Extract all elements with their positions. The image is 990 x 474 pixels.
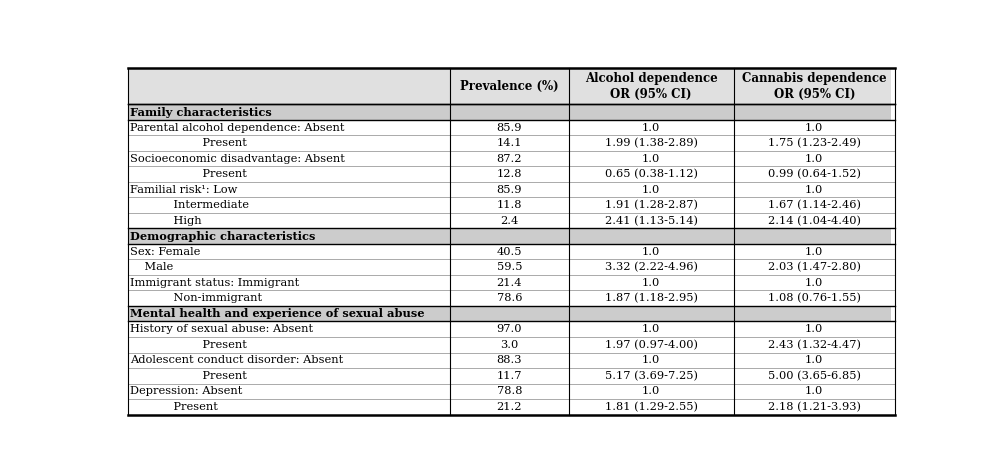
Text: 1.0: 1.0 xyxy=(643,123,660,133)
Text: 1.08 (0.76-1.55): 1.08 (0.76-1.55) xyxy=(768,293,860,303)
Text: 2.41 (1.13-5.14): 2.41 (1.13-5.14) xyxy=(605,216,698,226)
Text: Demographic characteristics: Demographic characteristics xyxy=(130,231,315,242)
Text: 1.0: 1.0 xyxy=(643,324,660,334)
Text: 1.0: 1.0 xyxy=(805,324,824,334)
Text: Present: Present xyxy=(130,169,247,179)
Bar xyxy=(128,306,895,321)
Text: Present: Present xyxy=(130,340,247,350)
Text: Sex: Female: Sex: Female xyxy=(130,246,200,257)
Text: Parental alcohol dependence: Absent: Parental alcohol dependence: Absent xyxy=(130,123,345,133)
Text: Adolescent conduct disorder: Absent: Adolescent conduct disorder: Absent xyxy=(130,356,344,365)
Text: 11.7: 11.7 xyxy=(497,371,522,381)
Text: 2.43 (1.32-4.47): 2.43 (1.32-4.47) xyxy=(768,339,860,350)
Text: 1.0: 1.0 xyxy=(805,154,824,164)
Text: 78.8: 78.8 xyxy=(497,386,522,396)
Text: 59.5: 59.5 xyxy=(497,262,522,272)
Text: Present: Present xyxy=(130,371,247,381)
Text: History of sexual abuse: Absent: History of sexual abuse: Absent xyxy=(130,324,313,334)
Text: 11.8: 11.8 xyxy=(497,200,522,210)
Text: 1.0: 1.0 xyxy=(805,185,824,195)
Text: 1.75 (1.23-2.49): 1.75 (1.23-2.49) xyxy=(768,138,860,148)
Text: 1.0: 1.0 xyxy=(805,123,824,133)
Text: 3.0: 3.0 xyxy=(500,340,519,350)
Text: 1.0: 1.0 xyxy=(805,386,824,396)
Text: 87.2: 87.2 xyxy=(497,154,522,164)
Text: 5.17 (3.69-7.25): 5.17 (3.69-7.25) xyxy=(605,371,698,381)
Text: 1.0: 1.0 xyxy=(643,356,660,365)
Text: High: High xyxy=(130,216,202,226)
Text: Cannabis dependence
OR (95% CI): Cannabis dependence OR (95% CI) xyxy=(742,72,887,100)
Text: 2.03 (1.47-2.80): 2.03 (1.47-2.80) xyxy=(768,262,860,273)
Text: 1.91 (1.28-2.87): 1.91 (1.28-2.87) xyxy=(605,200,698,210)
Text: Male: Male xyxy=(130,262,173,272)
Text: Present: Present xyxy=(130,402,218,412)
Text: 2.4: 2.4 xyxy=(500,216,519,226)
Text: Non-immigrant: Non-immigrant xyxy=(130,293,262,303)
Text: 85.9: 85.9 xyxy=(497,185,522,195)
Text: 97.0: 97.0 xyxy=(497,324,522,334)
Text: 3.32 (2.22-4.96): 3.32 (2.22-4.96) xyxy=(605,262,698,273)
Text: 14.1: 14.1 xyxy=(497,138,522,148)
Text: 1.81 (1.29-2.55): 1.81 (1.29-2.55) xyxy=(605,401,698,412)
Text: 1.0: 1.0 xyxy=(643,154,660,164)
Text: 40.5: 40.5 xyxy=(497,246,522,257)
Text: 1.0: 1.0 xyxy=(643,246,660,257)
Text: Intermediate: Intermediate xyxy=(130,200,248,210)
Bar xyxy=(128,104,895,120)
Text: 21.4: 21.4 xyxy=(497,278,522,288)
Text: 85.9: 85.9 xyxy=(497,123,522,133)
Text: Mental health and experience of sexual abuse: Mental health and experience of sexual a… xyxy=(130,308,425,319)
Bar xyxy=(128,228,895,244)
Text: 12.8: 12.8 xyxy=(497,169,522,179)
Text: Immigrant status: Immigrant: Immigrant status: Immigrant xyxy=(130,278,299,288)
Text: Depression: Absent: Depression: Absent xyxy=(130,386,243,396)
Text: Present: Present xyxy=(130,138,247,148)
Text: 1.0: 1.0 xyxy=(805,356,824,365)
Text: 5.00 (3.65-6.85): 5.00 (3.65-6.85) xyxy=(768,371,860,381)
Text: 2.18 (1.21-3.93): 2.18 (1.21-3.93) xyxy=(768,401,860,412)
Text: 1.67 (1.14-2.46): 1.67 (1.14-2.46) xyxy=(768,200,860,210)
Text: 88.3: 88.3 xyxy=(497,356,522,365)
Text: 2.14 (1.04-4.40): 2.14 (1.04-4.40) xyxy=(768,216,860,226)
Text: Family characteristics: Family characteristics xyxy=(130,107,271,118)
Text: Socioeconomic disadvantage: Absent: Socioeconomic disadvantage: Absent xyxy=(130,154,345,164)
Text: 1.0: 1.0 xyxy=(643,278,660,288)
Text: 1.0: 1.0 xyxy=(643,185,660,195)
Text: 1.0: 1.0 xyxy=(805,246,824,257)
Text: Prevalence (%): Prevalence (%) xyxy=(460,80,558,92)
Text: 1.99 (1.38-2.89): 1.99 (1.38-2.89) xyxy=(605,138,698,148)
Text: 1.87 (1.18-2.95): 1.87 (1.18-2.95) xyxy=(605,293,698,303)
Text: 1.97 (0.97-4.00): 1.97 (0.97-4.00) xyxy=(605,339,698,350)
Text: 1.0: 1.0 xyxy=(643,386,660,396)
Text: 1.0: 1.0 xyxy=(805,278,824,288)
Text: 0.65 (0.38-1.12): 0.65 (0.38-1.12) xyxy=(605,169,698,179)
Text: Familial risk¹: Low: Familial risk¹: Low xyxy=(130,185,238,195)
Text: 78.6: 78.6 xyxy=(497,293,522,303)
Text: 21.2: 21.2 xyxy=(497,402,522,412)
Text: Alcohol dependence
OR (95% CI): Alcohol dependence OR (95% CI) xyxy=(585,72,718,100)
Text: 0.99 (0.64-1.52): 0.99 (0.64-1.52) xyxy=(768,169,860,179)
Bar xyxy=(128,68,895,104)
